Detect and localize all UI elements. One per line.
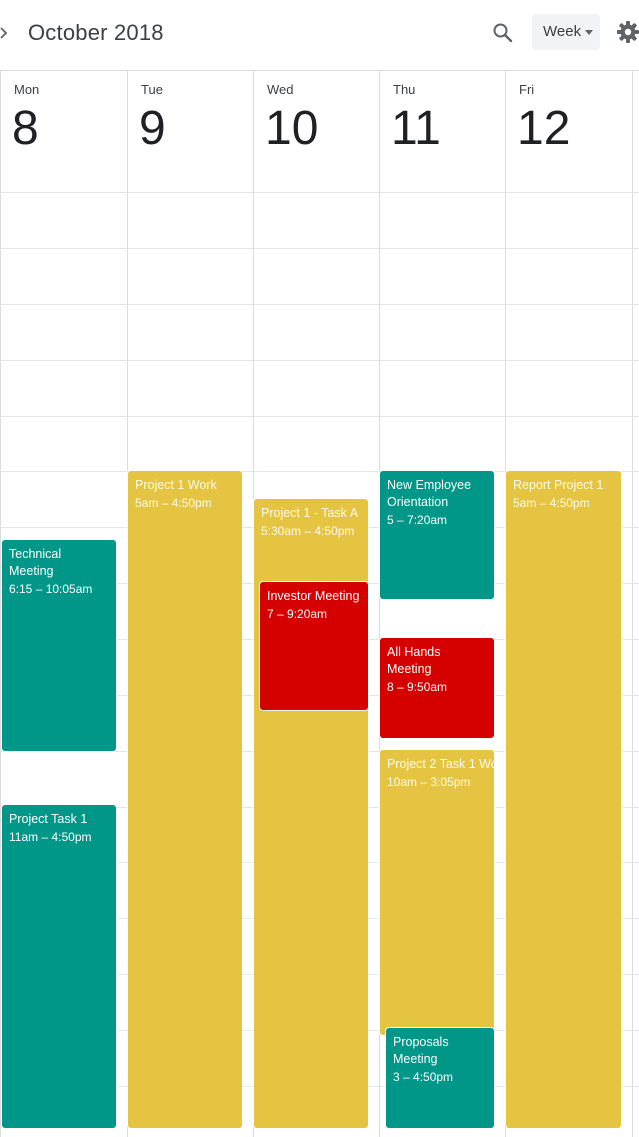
gear-icon[interactable] (614, 18, 639, 46)
event-title: All Hands Meeting (387, 645, 441, 676)
event-time: 5am – 4:50pm (135, 496, 212, 510)
event-proposals-meeting[interactable]: Proposals Meeting 3 – 4:50pm (386, 1028, 494, 1128)
day-name: Tue (141, 82, 163, 97)
grid-line (0, 471, 639, 472)
event-title: Proposals Meeting (393, 1035, 449, 1066)
event-time: 11am – 4:50pm (9, 830, 92, 844)
view-select[interactable]: Week (532, 14, 600, 50)
chevron-right-icon[interactable] (0, 22, 10, 44)
grid-line (632, 71, 633, 1137)
event-project-1-work[interactable]: Project 1 Work 5am – 4:50pm (128, 471, 242, 1128)
event-investor-meeting[interactable]: Investor Meeting 7 – 9:20am (260, 582, 368, 710)
grid-line (505, 71, 506, 1137)
event-title: Report Project 1 (513, 478, 604, 492)
calendar-header: October 2018 Week (0, 0, 639, 70)
event-time: 6:15 – 10:05am (9, 582, 93, 596)
day-number: 11 (391, 102, 441, 155)
event-time: 5:30am – 4:50pm (261, 524, 355, 538)
day-header-wed[interactable]: Wed 10 (253, 71, 379, 191)
day-header-mon[interactable]: Mon 8 (0, 71, 127, 191)
event-time: 5 – 7:20am (387, 513, 448, 527)
day-name: Mon (14, 82, 40, 97)
chevron-down-icon (585, 30, 593, 35)
grid-line (127, 71, 128, 1137)
grid-line (0, 248, 639, 249)
day-number: 12 (517, 102, 571, 155)
event-time: 3 – 4:50pm (393, 1070, 454, 1084)
grid-line (0, 71, 1, 1137)
event-time: 5am – 4:50pm (513, 496, 590, 510)
view-select-label: Week (543, 23, 582, 40)
day-name: Wed (267, 82, 294, 97)
day-number: 9 (139, 102, 166, 155)
event-title: Project 2 Task 1 Work (387, 757, 494, 771)
event-title: Investor Meeting (267, 589, 360, 603)
event-title: Project 1 Work (135, 478, 217, 492)
month-title: October 2018 (28, 20, 164, 45)
event-time: 10am – 3:05pm (387, 775, 471, 789)
day-name: Thu (393, 82, 416, 97)
event-time: 7 – 9:20am (267, 607, 328, 621)
search-icon[interactable] (490, 20, 516, 46)
event-title: Project 1 - Task A (261, 506, 359, 520)
event-new-employee-orientation[interactable]: New Employee Orientation 5 – 7:20am (380, 471, 494, 599)
event-technical-meeting[interactable]: Technical Meeting 6:15 – 10:05am (2, 540, 116, 751)
day-number: 10 (265, 102, 319, 155)
event-title: New Employee Orientation (387, 478, 472, 509)
grid-line (253, 71, 254, 1137)
week-grid: Mon 8 Tue 9 Wed 10 Thu 11 Fri 12 Technic… (0, 70, 639, 1137)
event-time: 8 – 9:50am (387, 680, 448, 694)
event-title: Technical Meeting (9, 547, 62, 578)
day-name: Fri (519, 82, 535, 97)
day-header-thu[interactable]: Thu 11 (379, 71, 505, 191)
grid-line (379, 71, 380, 1137)
event-project-task-1[interactable]: Project Task 1 11am – 4:50pm (2, 805, 116, 1128)
grid-line (0, 192, 639, 193)
day-number: 8 (12, 102, 39, 155)
day-header-fri[interactable]: Fri 12 (505, 71, 632, 191)
day-header-tue[interactable]: Tue 9 (127, 71, 253, 191)
event-report-project-1[interactable]: Report Project 1 5am – 4:50pm (506, 471, 621, 1128)
event-title: Project Task 1 (9, 812, 88, 826)
grid-line (0, 416, 639, 417)
event-all-hands-meeting[interactable]: All Hands Meeting 8 – 9:50am (380, 638, 494, 738)
grid-line (0, 304, 639, 305)
event-project-2-task-1-work[interactable]: Project 2 Task 1 Work 10am – 3:05pm (380, 750, 494, 1035)
grid-line (0, 360, 639, 361)
